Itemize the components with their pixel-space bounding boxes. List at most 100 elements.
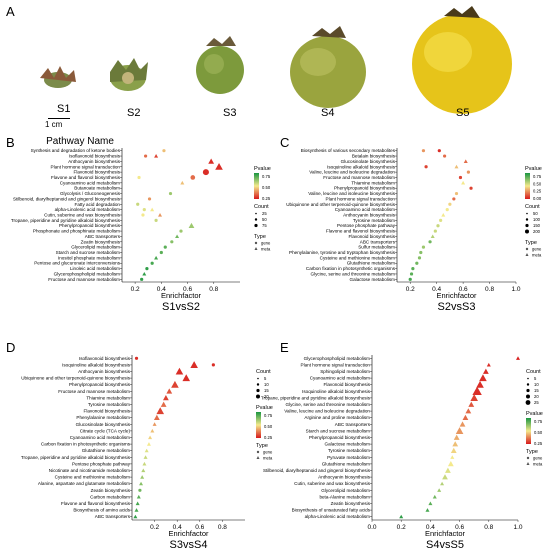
- category-label: Glycerophospholipid metabolism: [304, 356, 371, 361]
- triangle-point: [143, 455, 148, 459]
- legend-pvalue-title: Pvalue: [526, 411, 543, 417]
- category-label: Fatty acid degradation: [75, 202, 121, 207]
- stage-label-s3: S3: [223, 107, 237, 119]
- legend-count-tick: 20: [264, 394, 269, 399]
- x-tick-label: 0.6: [183, 286, 192, 293]
- triangle-point: [476, 380, 484, 388]
- circle-point: [433, 229, 437, 233]
- circle-point: [136, 202, 140, 206]
- category-label: Isoflavonoid biosynthesis: [69, 154, 121, 159]
- category-label: Fructose and mannose metabolism: [323, 175, 395, 180]
- category-label: Zeatin biosynthesis: [91, 488, 131, 493]
- circle-point: [137, 175, 141, 180]
- circle-point: [466, 170, 470, 174]
- triangle-point: [459, 421, 466, 427]
- legend-count-dot: [525, 400, 531, 405]
- circle-point: [150, 261, 154, 265]
- category-label: Cutin, suberine and wax biosynthesis: [294, 481, 371, 486]
- category-label: Biosynthesis of amino acids: [73, 508, 130, 513]
- category-label: Starch and sucrose metabolism: [306, 428, 371, 433]
- fruit-s1: [40, 66, 76, 88]
- category-label: Cysteine and methionine metabolism: [55, 475, 130, 480]
- x-tick-label: 0.2: [397, 524, 406, 531]
- category-label: Anthocyanin biosynthesis: [343, 213, 396, 218]
- legend-type-meta: meta: [261, 247, 271, 252]
- circle-point: [436, 224, 440, 228]
- triangle-point: [144, 448, 149, 453]
- triangle-point: [188, 222, 195, 229]
- category-label: ABC transporters: [85, 234, 121, 239]
- category-label: Synthesis and degradation of ketone bodi…: [31, 148, 121, 153]
- triangle-point: [135, 501, 140, 506]
- triangle-point: [455, 427, 464, 434]
- legend-meta-triangle: [525, 253, 529, 256]
- category-label: Ubiquinone and other terpenoid-quinone b…: [286, 202, 395, 207]
- circle-point: [408, 277, 412, 281]
- fruit-s2: [110, 58, 148, 91]
- x-axis-label: Enrichfactor: [425, 529, 466, 538]
- category-label: Valine, leucine and isoleucine biosynthe…: [308, 191, 395, 196]
- category-label: Glycerolipid metabolism: [321, 488, 370, 493]
- x-tick-label: 0.4: [432, 286, 441, 293]
- circle-point: [448, 202, 452, 206]
- legend-count-tick: 50: [533, 211, 538, 216]
- triangle-point: [461, 180, 466, 185]
- legend-count-dot: [255, 212, 257, 215]
- triangle-point: [208, 158, 215, 164]
- legend-pvalue-tick: 0.50: [264, 424, 273, 429]
- legend-pvalue-title: Pvalue: [256, 405, 273, 411]
- circle-point: [134, 356, 139, 360]
- category-label: Anthocyanin biosynthesis: [68, 159, 121, 164]
- triangle-point: [139, 481, 144, 486]
- category-label: Ubiquinone and other terpenoid-quinone b…: [21, 376, 130, 381]
- legend-count-dot: [254, 223, 258, 228]
- category-label: Glycerolipid metabolism: [71, 245, 120, 250]
- legend-pvalue-colorbar: [256, 412, 261, 438]
- legend-pvalue-colorbar: [526, 418, 531, 444]
- triangle-point: [468, 401, 475, 407]
- circle-point: [452, 197, 456, 201]
- legend-count-tick: 20: [534, 394, 539, 399]
- legend-meta-triangle: [256, 456, 260, 459]
- category-label: Flavonoid biosynthesis: [74, 170, 121, 175]
- legend-pvalue-tick: 0.25: [534, 441, 543, 446]
- triangle-point: [148, 435, 153, 440]
- triangle-point: [156, 407, 165, 415]
- legend-count-title: Count: [256, 369, 271, 375]
- category-label: Carbon metabolism: [90, 494, 130, 499]
- legend-pvalue-tick: 0.75: [264, 413, 273, 418]
- triangle-point: [470, 394, 478, 401]
- circle-point: [144, 154, 148, 158]
- legend-count-tick: 75: [262, 223, 267, 228]
- triangle-point: [215, 162, 223, 170]
- stage-label-s2: S2: [127, 107, 141, 119]
- circle-point: [138, 488, 142, 492]
- x-tick-label: 0.2: [131, 286, 140, 293]
- legend-type-gene: gene: [533, 456, 543, 461]
- category-label: Isoquinoline alkaloid biosynthesis: [302, 389, 371, 394]
- circle-point: [168, 191, 173, 196]
- legend-count-tick: 10: [264, 382, 269, 387]
- category-label: Tropane, piperidine and pyridine alkaloi…: [21, 455, 131, 460]
- legend-count-dot: [527, 377, 529, 380]
- legend-type-gene: gene: [532, 247, 542, 252]
- category-label: Carbon fixation in photosynthetic organi…: [306, 266, 396, 271]
- category-label: Thiamine metabolism: [351, 180, 395, 185]
- circle-point: [147, 197, 152, 201]
- legend-type-gene: gene: [263, 450, 273, 455]
- category-label: Phenylpropanoid biosynthesis: [59, 223, 121, 228]
- triangle-point: [399, 514, 404, 519]
- category-label: Glycerophospholipid metabolism: [54, 271, 121, 276]
- category-label: Fructose and mannose metabolism: [58, 389, 130, 394]
- category-label: Glutathione metabolism: [347, 261, 395, 266]
- triangle-point: [432, 494, 437, 499]
- legend-pvalue-tick: 0.00: [533, 196, 542, 201]
- triangle-point: [140, 475, 145, 479]
- pathway-name-header: Pathway Name: [46, 136, 114, 147]
- legend-count-dot: [526, 388, 530, 393]
- category-label: Cyanoamino acid metabolism: [335, 207, 395, 212]
- panel-b-letter: B: [6, 135, 15, 150]
- circle-point: [190, 175, 196, 180]
- legend-count-tick: 50: [262, 217, 267, 222]
- circle-point: [437, 149, 441, 153]
